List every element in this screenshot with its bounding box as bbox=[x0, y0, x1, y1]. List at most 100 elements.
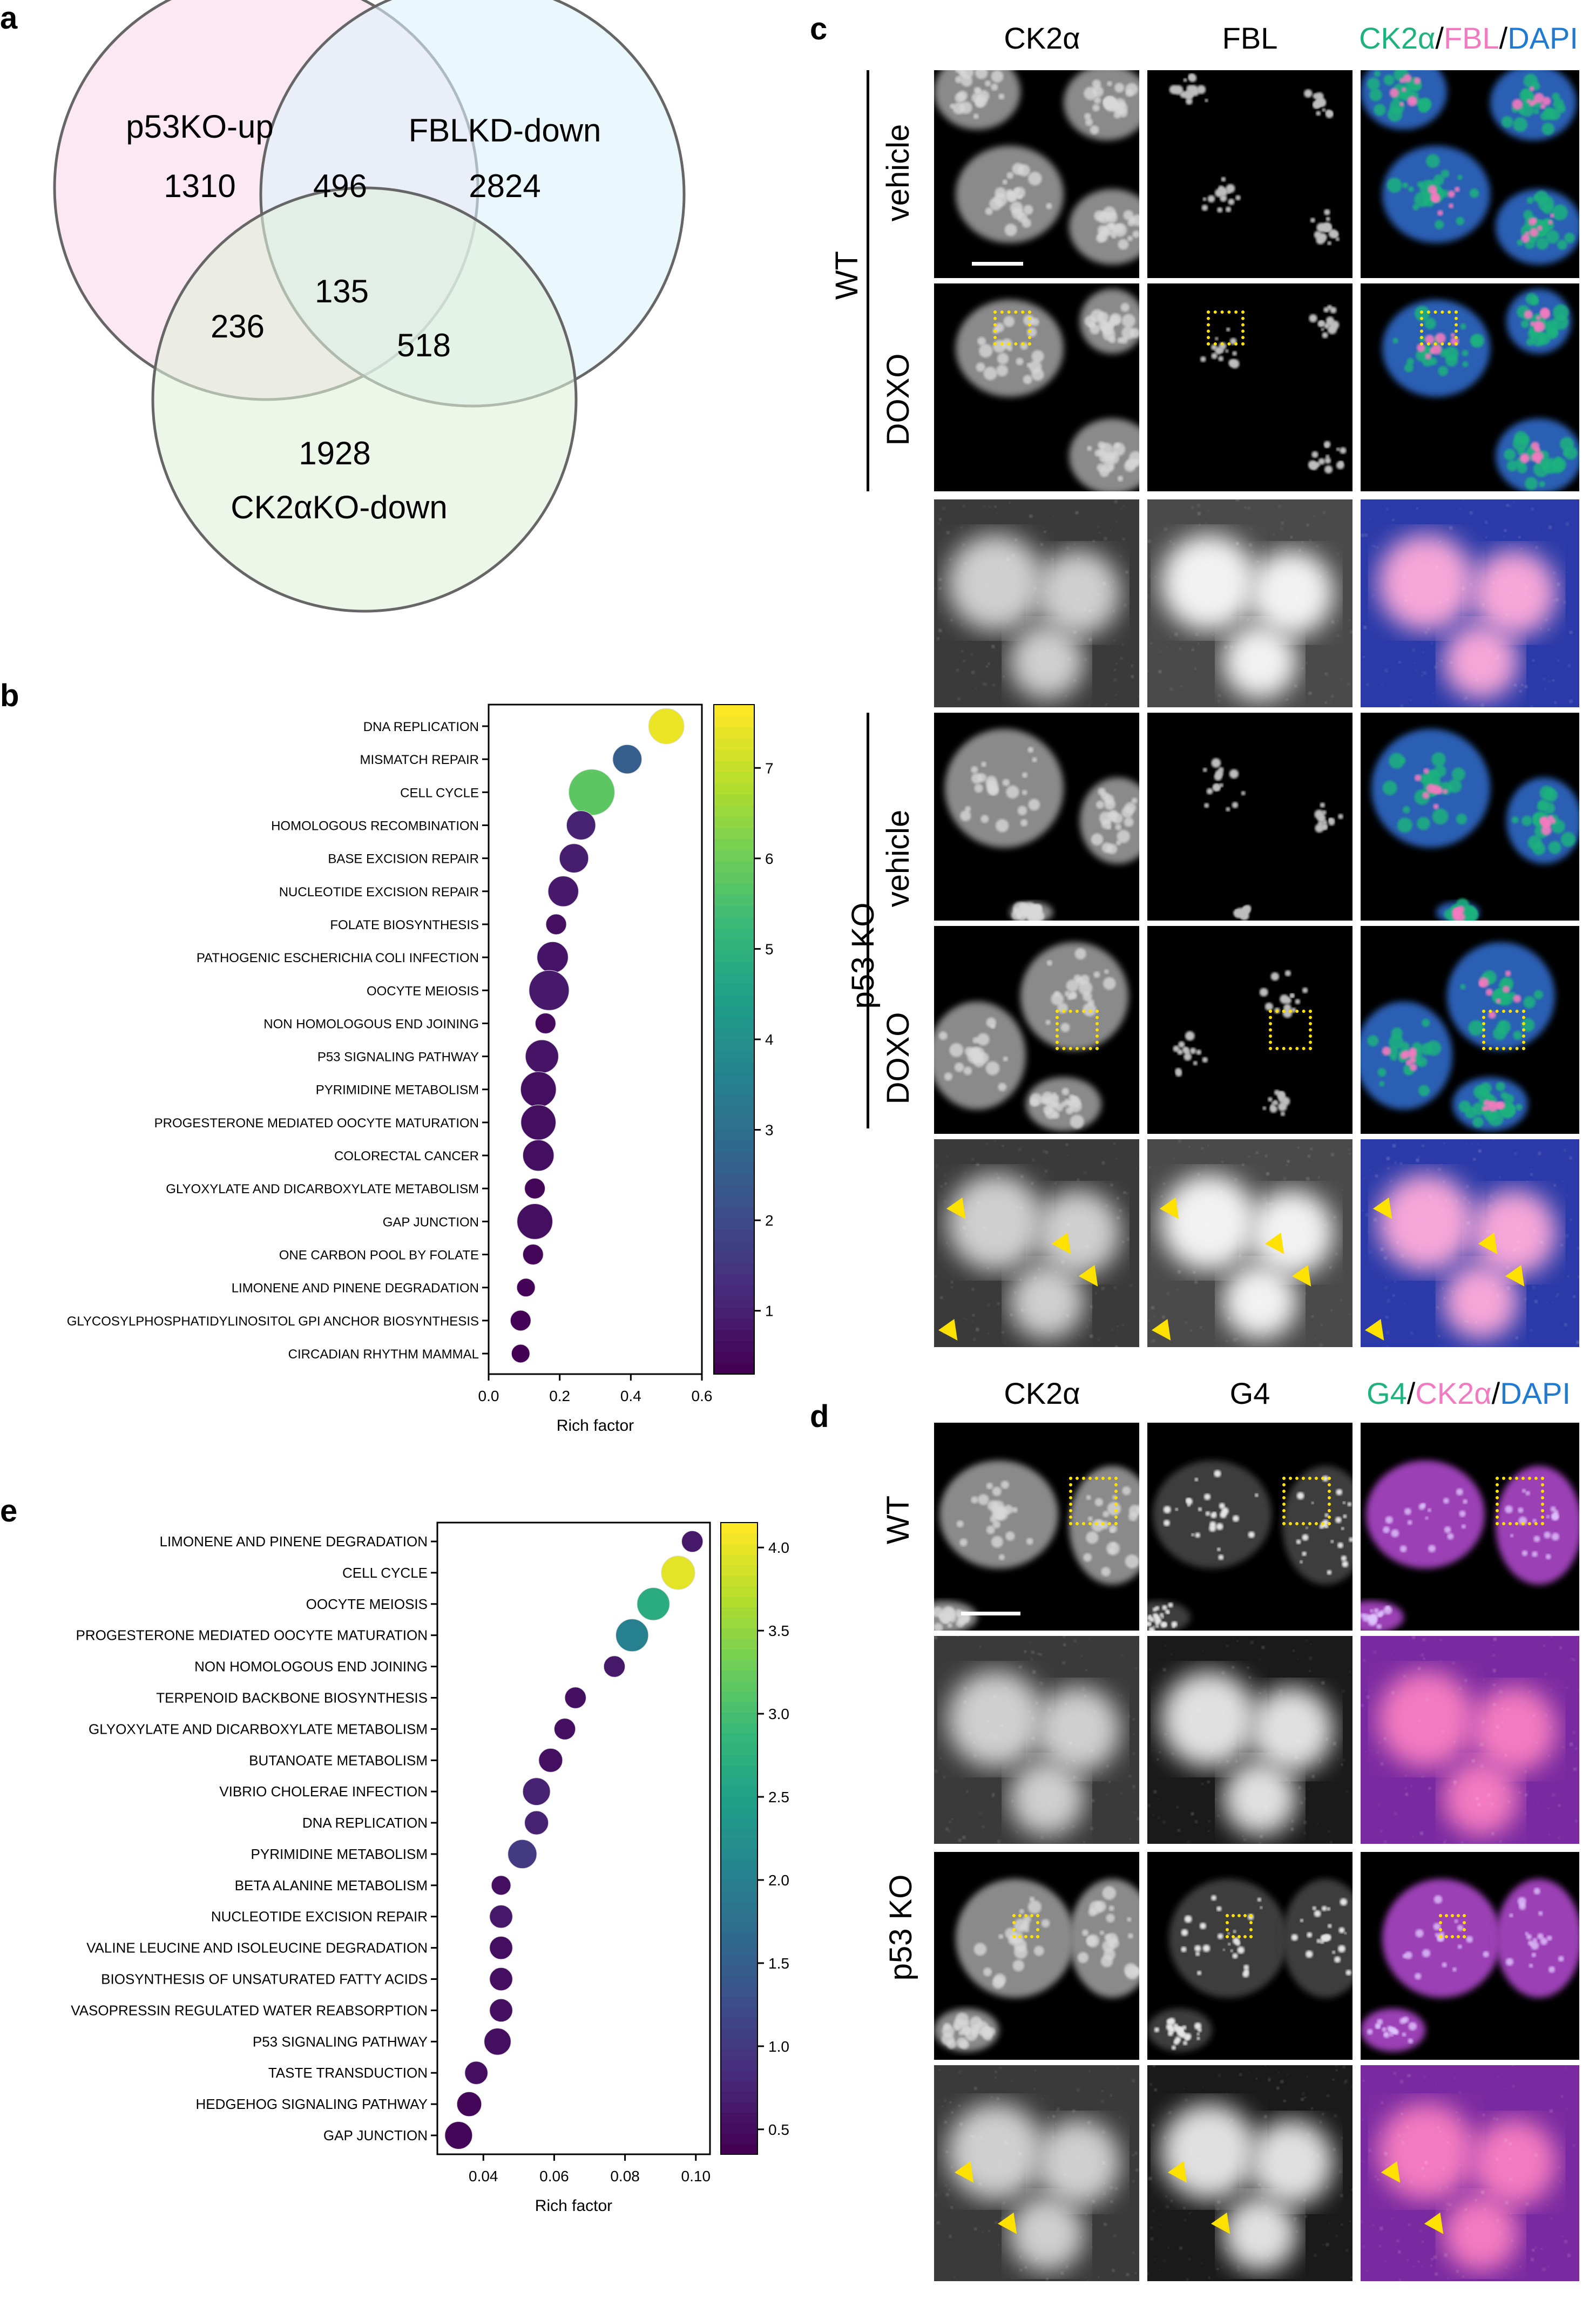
c-wt-doxo-fbl-image-drawing bbox=[1200, 305, 1347, 474]
b-bubble bbox=[522, 1244, 544, 1266]
e-colorbar-segment bbox=[721, 1649, 758, 1660]
b-category-label: HOMOLOGOUS RECOMBINATION bbox=[271, 819, 479, 833]
b-colorbar-segment bbox=[714, 1061, 754, 1073]
b-bubble bbox=[559, 843, 589, 874]
c-title-fbl: FBL bbox=[1222, 21, 1278, 55]
d-p53ko-zoom-merge-image-drawing bbox=[1361, 2065, 1579, 2281]
c-p53ko-doxo-fbl-image-drawing bbox=[1173, 970, 1308, 1117]
e-colorbar-segment bbox=[721, 2101, 758, 2113]
e-colorbar-tick-label: 2.0 bbox=[768, 1872, 789, 1889]
e-colorbar-segment bbox=[721, 1743, 758, 1755]
d-title-merge-dapi: DAPI bbox=[1500, 1376, 1571, 1410]
b-colorbar-segment bbox=[714, 1229, 754, 1241]
b-colorbar-tick-label: 4 bbox=[765, 1031, 774, 1048]
d-p53ko-merge-image bbox=[1361, 1852, 1579, 2060]
c-p53ko-doxo-zoom-fbl-image-drawing bbox=[1147, 1139, 1352, 1347]
venn-label-fblkd-down: FBLKD-down bbox=[409, 112, 601, 148]
d-wt-zoom-g4-image bbox=[1147, 1636, 1352, 1844]
venn-value-ck2ko-down: 1928 bbox=[299, 435, 370, 471]
d-p53ko-zoom-ck2-image bbox=[934, 2065, 1139, 2281]
c-row-wt: WT bbox=[829, 251, 864, 300]
b-colorbar-segment bbox=[714, 950, 754, 962]
d-wt-merge-image bbox=[1361, 1423, 1579, 1631]
e-colorbar-segment bbox=[721, 1554, 758, 1565]
e-colorbar-segment bbox=[721, 1575, 758, 1586]
b-colorbar-segment bbox=[714, 1084, 754, 1096]
b-colorbar-segment bbox=[714, 1017, 754, 1029]
b-colorbar-segment bbox=[714, 1351, 754, 1364]
b-bubble bbox=[524, 1178, 546, 1199]
e-bubble bbox=[603, 1655, 626, 1678]
e-colorbar-segment bbox=[721, 2133, 758, 2145]
b-colorbar-segment bbox=[714, 1117, 754, 1130]
c-row-wt-doxo: DOXO bbox=[881, 353, 916, 446]
b-colorbar-segment bbox=[714, 1106, 754, 1118]
e-category-label: P53 SIGNALING PATHWAY bbox=[253, 2033, 428, 2050]
venn-value-p53ko-up: 1310 bbox=[164, 168, 235, 204]
d-p53ko-roi-box bbox=[1439, 1914, 1466, 1938]
b-colorbar-segment bbox=[714, 794, 754, 806]
e-category-label: BUTANOATE METABOLISM bbox=[249, 1752, 428, 1768]
e-colorbar-segment bbox=[721, 2028, 758, 2039]
c-title-merge: CK2α/FBL/DAPI bbox=[1350, 21, 1587, 56]
b-category-label: NON HOMOLOGOUS END JOINING bbox=[263, 1017, 479, 1031]
e-bubble bbox=[553, 1718, 576, 1740]
venn-value-p53-fbl: 496 bbox=[313, 168, 367, 204]
d-wt-ck2-image bbox=[934, 1423, 1139, 1631]
c-wt-doxo-fbl-image bbox=[1147, 283, 1352, 491]
e-category-label: NUCLEOTIDE EXCISION REPAIR bbox=[211, 1909, 428, 1925]
c-title-ck2: CK2α bbox=[1004, 21, 1080, 55]
e-colorbar-segment bbox=[721, 2038, 758, 2050]
b-colorbar-segment bbox=[714, 1073, 754, 1085]
e-colorbar-segment bbox=[721, 2080, 758, 2092]
e-colorbar-segment bbox=[721, 1817, 758, 1829]
b-colorbar-segment bbox=[714, 760, 754, 772]
b-category-label: GLYCOSYLPHOSPHATIDYLINOSITOL GPI ANCHOR … bbox=[67, 1314, 479, 1329]
c-row-p53ko-doxo: DOXO bbox=[881, 1012, 916, 1105]
e-colorbar-segment bbox=[721, 1923, 758, 1934]
c-wt-doxo-zoom-fbl-image bbox=[1147, 499, 1352, 707]
b-colorbar-segment bbox=[714, 782, 754, 795]
e-colorbar-segment bbox=[721, 1838, 758, 1850]
b-colorbar-segment bbox=[714, 1028, 754, 1040]
c-row-p53ko: p53 KO bbox=[846, 902, 881, 1009]
c-row-p53ko-vehicle: vehicle bbox=[881, 809, 916, 908]
e-category-label: BIOSYNTHESIS OF UNSATURATED FATTY ACIDS bbox=[101, 1971, 428, 1987]
d-wt-roi-box bbox=[1282, 1477, 1331, 1525]
c-p53ko-doxo-ck2-image bbox=[934, 926, 1139, 1134]
e-colorbar-segment bbox=[721, 1659, 758, 1671]
d-p53ko-merge-image-drawing bbox=[1361, 1879, 1579, 2052]
e-xtick-label: 0.04 bbox=[469, 2168, 498, 2185]
b-bubble bbox=[511, 1344, 530, 1363]
b-colorbar-segment bbox=[714, 1296, 754, 1308]
b-bubble bbox=[545, 914, 567, 935]
c-wt-doxo-zoom-merge-image bbox=[1361, 499, 1579, 707]
d-title-sep1: / bbox=[1406, 1376, 1416, 1410]
e-bubble bbox=[444, 2121, 473, 2149]
e-colorbar-segment bbox=[721, 1933, 758, 1944]
b-category-label: NUCLEOTIDE EXCISION REPAIR bbox=[279, 885, 479, 900]
e-colorbar-tick-label: 3.0 bbox=[768, 1706, 789, 1722]
d-wt-zoom-g4-image-drawing bbox=[1147, 1636, 1352, 1844]
e-colorbar-tick-label: 3.5 bbox=[768, 1622, 789, 1639]
b-colorbar-segment bbox=[714, 1006, 754, 1018]
c-p53ko-doxo-merge-image-drawing bbox=[1361, 942, 1555, 1131]
c-p53ko-vehicle-ck2-image-drawing bbox=[945, 729, 1139, 921]
panel-label-c: c bbox=[810, 11, 828, 46]
d-wt-zoom-merge-image bbox=[1361, 1636, 1579, 1844]
e-bubble bbox=[681, 1530, 704, 1553]
e-colorbar-segment bbox=[721, 1807, 758, 1818]
b-colorbar-segment bbox=[714, 1274, 754, 1286]
b-bubble bbox=[517, 1203, 553, 1240]
e-category-label: VALINE LEUCINE AND ISOLEUCINE DEGRADATIO… bbox=[86, 1940, 428, 1956]
d-wt-merge-image-drawing bbox=[1361, 1460, 1579, 1631]
b-colorbar-segment bbox=[714, 1262, 754, 1274]
b-category-label: GAP JUNCTION bbox=[383, 1215, 479, 1229]
d-p53ko-roi-box bbox=[1226, 1914, 1253, 1938]
e-colorbar-segment bbox=[721, 1523, 758, 1534]
b-colorbar-segment bbox=[714, 1173, 754, 1185]
e-colorbar-segment bbox=[721, 1891, 758, 1902]
b-colorbar-segment bbox=[714, 1318, 754, 1330]
e-category-label: GLYOXYLATE AND DICARBOXYLATE METABOLISM bbox=[89, 1721, 428, 1737]
b-bubble bbox=[537, 941, 569, 973]
